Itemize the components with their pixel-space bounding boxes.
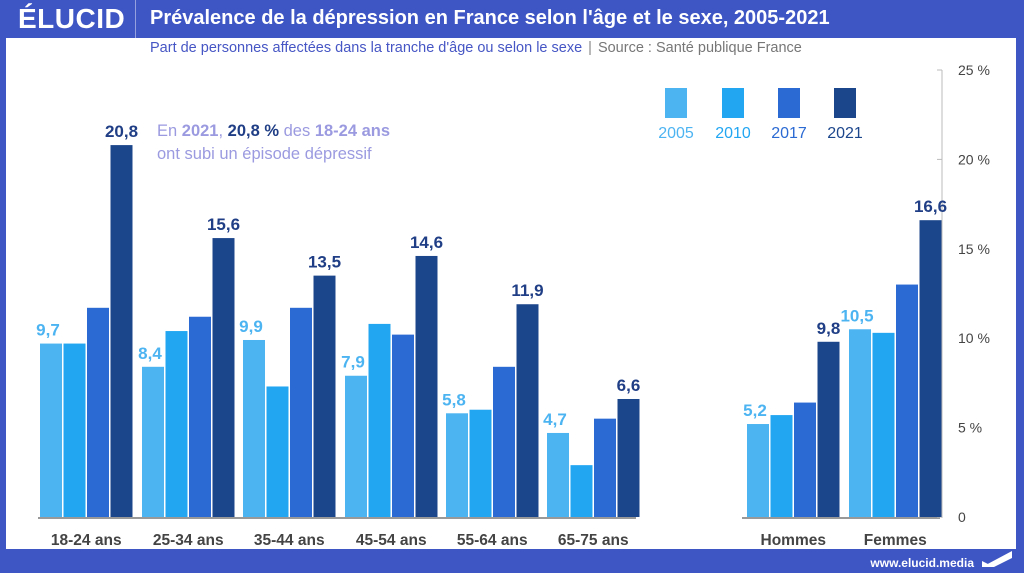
bar-2017 <box>392 334 414 517</box>
bar-2005 <box>446 413 468 517</box>
bar-2017 <box>87 307 109 517</box>
bar-2005 <box>849 329 871 517</box>
annotation: En 2021, 20,8 % des 18-24 ans ont subi u… <box>157 120 390 166</box>
annotation-text: des <box>279 122 315 140</box>
y-tick-label: 5 % <box>958 420 982 436</box>
data-label-2021: 9,8 <box>817 319 841 338</box>
data-label-2021: 14,6 <box>410 233 443 252</box>
bar-2021 <box>919 220 942 517</box>
bar-2010 <box>165 331 188 517</box>
bar-2010 <box>872 332 895 517</box>
annotation-year: 2021 <box>181 122 219 140</box>
bar-2021 <box>516 304 539 517</box>
elucid-flag-icon <box>982 551 1012 567</box>
bar-2017 <box>493 366 515 517</box>
bar-2005 <box>243 339 265 517</box>
bar-2017 <box>189 316 211 517</box>
elucid-logo: ÉLUCID <box>18 3 126 34</box>
subtitle-separator: | <box>588 40 592 56</box>
bar-2017 <box>290 307 312 517</box>
data-label-2005: 9,9 <box>239 317 263 336</box>
bar-2005 <box>747 424 769 517</box>
bar-2010 <box>266 386 289 517</box>
data-label-2005: 5,8 <box>442 390 466 409</box>
category-label: 18-24 ans <box>51 532 122 549</box>
data-label-2021: 13,5 <box>308 253 341 272</box>
bar-2021 <box>313 275 336 517</box>
bar-2017 <box>594 418 616 517</box>
chart-title: Prévalence de la dépression en France se… <box>150 7 830 29</box>
annotation-text: , <box>218 122 228 140</box>
legend-swatch-2005 <box>665 88 687 118</box>
annotation-line-1: En 2021, 20,8 % des 18-24 ans <box>157 120 390 143</box>
legend-label-2005: 2005 <box>658 125 694 142</box>
category-label: 35-44 ans <box>254 532 325 549</box>
category-label: 55-64 ans <box>457 532 528 549</box>
bar-2010 <box>469 409 492 517</box>
data-label-2005: 5,2 <box>743 401 767 420</box>
category-label: Femmes <box>864 532 927 549</box>
bar-2021 <box>212 238 235 517</box>
annotation-text: En <box>157 122 182 140</box>
y-tick-label: 25 % <box>958 62 990 78</box>
annotation-age-group: 18-24 ans <box>314 122 391 140</box>
footer-url[interactable]: www.elucid.media <box>870 556 974 570</box>
bar-2021 <box>110 145 133 517</box>
bar-2010 <box>368 323 391 517</box>
y-tick-label: 10 % <box>958 330 990 346</box>
chart-subtitle: Part de personnes affectées dans la tran… <box>150 40 802 56</box>
category-label: 65-75 ans <box>558 532 629 549</box>
bar-2005 <box>345 375 367 517</box>
legend-swatch-2017 <box>778 88 800 118</box>
data-label-2005: 10,5 <box>840 306 873 325</box>
y-tick-label: 0 <box>958 509 966 525</box>
data-label-2021: 20,8 <box>105 122 138 141</box>
header-divider <box>135 0 136 38</box>
bar-2017 <box>896 284 918 517</box>
data-label-2021: 15,6 <box>207 215 240 234</box>
legend-swatch-2010 <box>722 88 744 118</box>
bar-2005 <box>142 366 164 517</box>
data-label-2021: 6,6 <box>617 376 641 395</box>
y-tick-label: 20 % <box>958 151 990 167</box>
bar-2005 <box>547 432 569 517</box>
bar-2021 <box>415 255 438 517</box>
category-label: 25-34 ans <box>153 532 224 549</box>
data-label-2021: 16,6 <box>914 197 947 216</box>
y-tick-label: 15 % <box>958 241 990 257</box>
category-label: 45-54 ans <box>356 532 427 549</box>
data-label-2005: 9,7 <box>36 321 60 340</box>
annotation-value: 20,8 % <box>227 122 280 140</box>
legend-swatch-2021 <box>834 88 856 118</box>
bar-2010 <box>570 465 593 517</box>
bar-2017 <box>794 402 816 517</box>
legend-label-2010: 2010 <box>715 125 751 142</box>
bar-2010 <box>770 415 793 517</box>
subtitle-description: Part de personnes affectées dans la tran… <box>150 40 583 56</box>
data-label-2021: 11,9 <box>511 281 543 300</box>
annotation-line-2: ont subi un épisode dépressif <box>157 145 372 163</box>
data-label-2005: 4,7 <box>543 410 567 429</box>
source-label: Source : Santé publique France <box>597 40 802 56</box>
bar-2021 <box>617 398 640 517</box>
data-label-2005: 8,4 <box>138 344 162 363</box>
bar-2010 <box>63 343 86 517</box>
legend-label-2017: 2017 <box>771 125 807 142</box>
bar-2021 <box>817 341 840 517</box>
data-label-2005: 7,9 <box>341 353 365 372</box>
legend-label-2021: 2021 <box>827 125 863 142</box>
bar-2005 <box>40 343 62 517</box>
header: ÉLUCID Prévalence de la dépression en Fr… <box>0 0 1024 38</box>
category-label: Hommes <box>761 532 826 549</box>
